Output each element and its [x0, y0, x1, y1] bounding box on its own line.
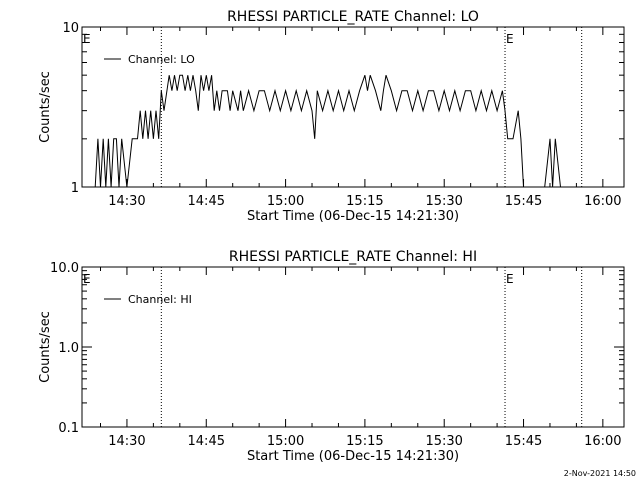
series-line — [94, 74, 566, 188]
event-marker-label: E — [83, 272, 91, 286]
legend-label: Channel: HI — [128, 293, 192, 306]
legend-label: Channel: LO — [128, 53, 195, 66]
event-marker-label: E — [83, 32, 91, 46]
x-tick-label: 15:15 — [346, 194, 383, 209]
plot-frame — [81, 266, 625, 428]
y-axis-label: Counts/sec — [38, 311, 53, 383]
y-tick-label: 0.1 — [58, 421, 79, 436]
chart-panel-lo: RHESSI PARTICLE_RATE Channel: LO 14:30 14:… — [38, 9, 625, 224]
x-tick-label: 14:30 — [108, 194, 145, 209]
x-tick-label: 14:45 — [188, 194, 225, 209]
x-tick-label: 15:45 — [505, 194, 542, 209]
y-tick-label: 10 — [62, 21, 79, 36]
y-tick-label: 1.0 — [58, 341, 79, 356]
event-marker-label: E — [506, 32, 514, 46]
x-tick-label: 15:30 — [425, 434, 462, 449]
x-axis-label: Start Time (06-Dec-15 14:21:30) — [247, 449, 459, 464]
x-axis-label: Start Time (06-Dec-15 14:21:30) — [247, 209, 459, 224]
event-marker-label: E — [506, 272, 514, 286]
y-axis-label: Counts/sec — [38, 71, 53, 143]
x-tick-label: 15:00 — [267, 194, 304, 209]
x-tick-label: 15:45 — [505, 434, 542, 449]
x-tick-label: 16:00 — [584, 194, 621, 209]
chart-panel-hi: RHESSI PARTICLE_RATE Channel: HI 14:30 14:… — [38, 249, 625, 464]
y-tick-label: 10.0 — [50, 261, 79, 276]
x-tick-label: 15:30 — [425, 194, 462, 209]
y-tick-label: 1 — [71, 181, 79, 196]
x-tick-label: 15:15 — [346, 434, 383, 449]
plot-frame — [81, 26, 625, 188]
chart-title: RHESSI PARTICLE_RATE Channel: LO — [227, 9, 479, 25]
x-tick-label: 14:30 — [108, 434, 145, 449]
footer-timestamp: 2-Nov-2021 14:50 — [564, 469, 636, 478]
chart-title: RHESSI PARTICLE_RATE Channel: HI — [229, 249, 477, 265]
x-tick-label: 14:45 — [188, 434, 225, 449]
x-tick-label: 16:00 — [584, 434, 621, 449]
x-tick-label: 15:00 — [267, 434, 304, 449]
